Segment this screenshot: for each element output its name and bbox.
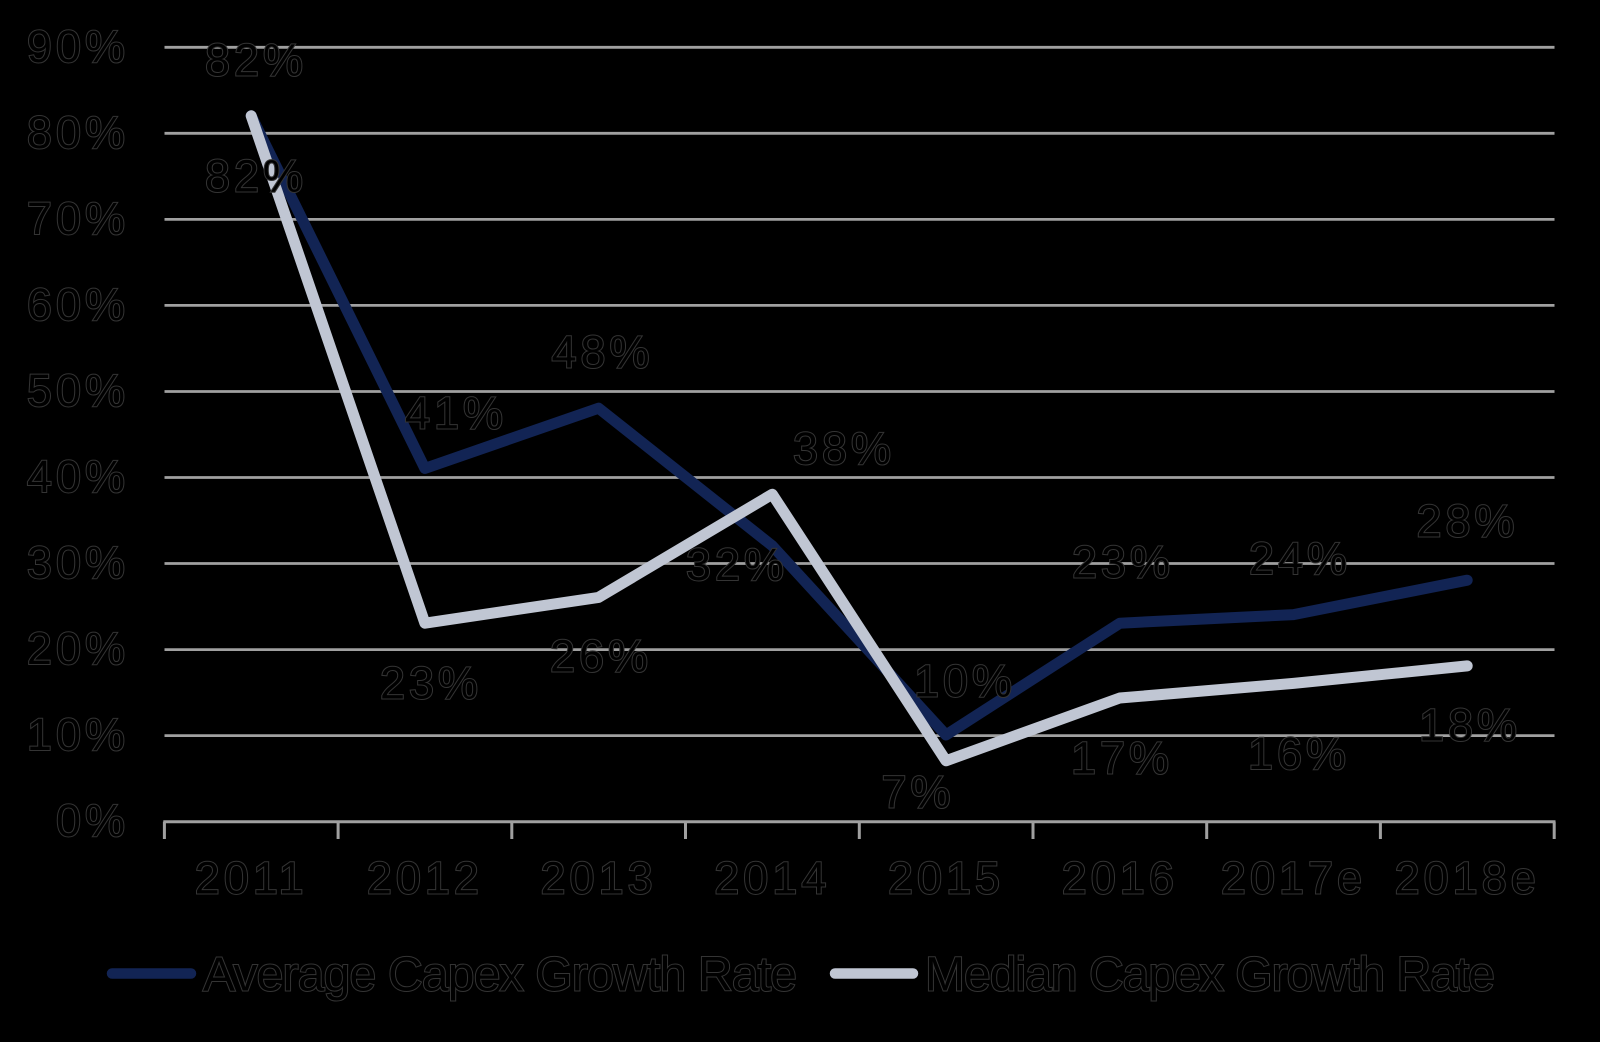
svg-text:2014: 2014 [714, 853, 830, 904]
svg-text:32%: 32% [686, 539, 788, 590]
svg-text:2013: 2013 [541, 853, 657, 904]
svg-text:90%: 90% [27, 21, 129, 72]
svg-text:17%: 17% [1071, 733, 1173, 784]
svg-text:82%: 82% [205, 35, 307, 86]
svg-text:2017e: 2017e [1221, 853, 1366, 904]
svg-text:28%: 28% [1416, 496, 1518, 547]
svg-text:16%: 16% [1248, 728, 1350, 779]
svg-text:7%: 7% [881, 767, 954, 818]
svg-text:30%: 30% [27, 537, 129, 588]
svg-text:60%: 60% [27, 279, 129, 330]
svg-text:26%: 26% [550, 631, 652, 682]
svg-text:2012: 2012 [367, 853, 483, 904]
svg-text:2011: 2011 [195, 853, 308, 904]
svg-text:38%: 38% [793, 423, 895, 474]
svg-text:20%: 20% [27, 623, 129, 674]
svg-text:41%: 41% [405, 388, 507, 439]
svg-text:Median Capex Growth Rate: Median Capex Growth Rate [925, 949, 1495, 1002]
svg-text:50%: 50% [27, 365, 129, 416]
svg-text:48%: 48% [551, 327, 653, 378]
svg-text:10%: 10% [914, 656, 1016, 707]
svg-text:40%: 40% [27, 451, 129, 502]
svg-text:Average Capex Growth Rate: Average Capex Growth Rate [203, 949, 797, 1002]
svg-text:70%: 70% [27, 193, 129, 244]
svg-text:2015: 2015 [888, 853, 1004, 904]
svg-text:18%: 18% [1419, 700, 1521, 751]
svg-text:2016: 2016 [1062, 853, 1178, 904]
svg-text:80%: 80% [27, 107, 129, 158]
svg-text:0%: 0% [56, 795, 129, 846]
svg-text:24%: 24% [1249, 533, 1351, 584]
svg-text:23%: 23% [380, 658, 482, 709]
svg-text:23%: 23% [1072, 537, 1174, 588]
svg-text:2018e: 2018e [1395, 853, 1540, 904]
svg-text:82%: 82% [205, 151, 307, 202]
svg-text:10%: 10% [27, 709, 129, 760]
